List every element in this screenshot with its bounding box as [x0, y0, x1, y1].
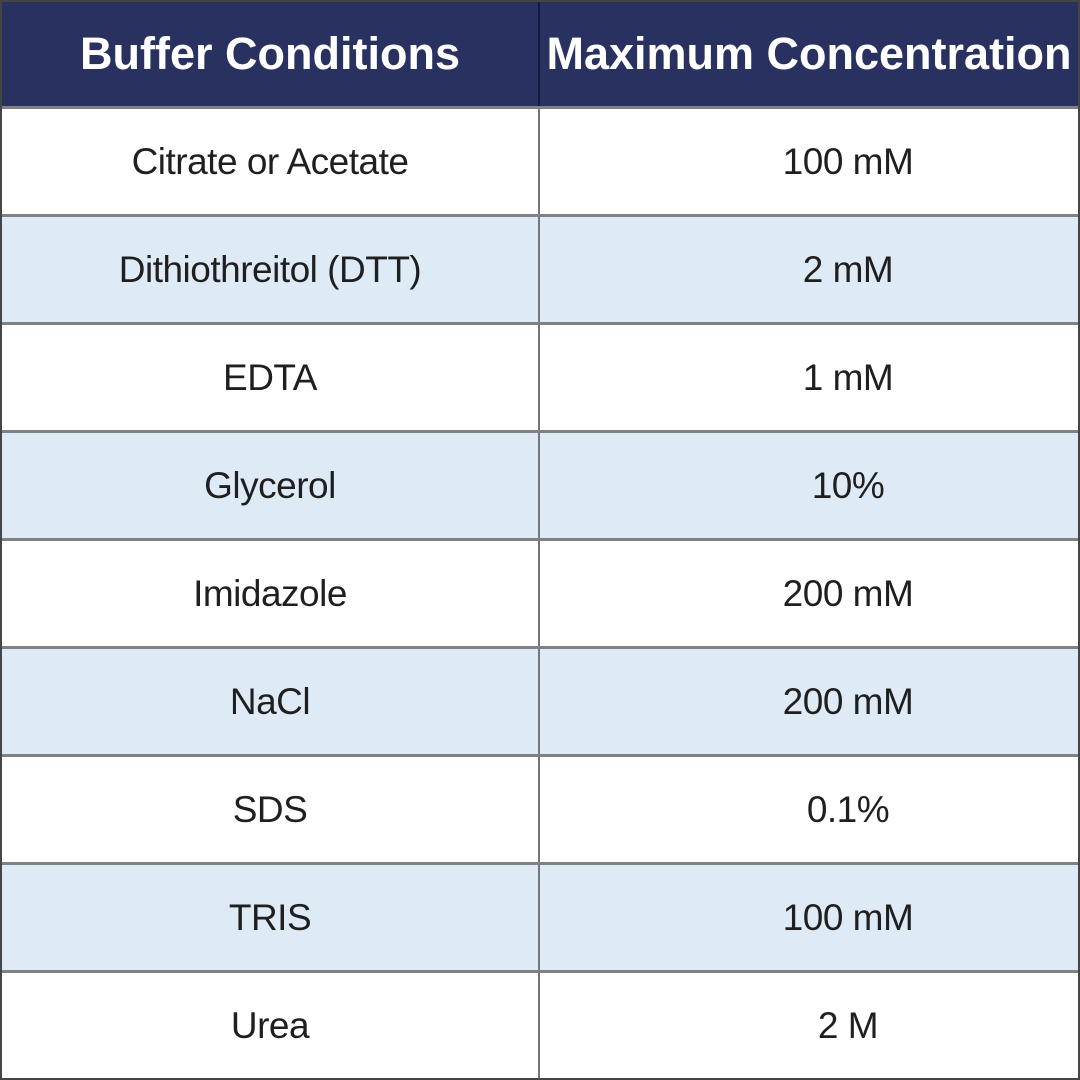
table-row: SDS 0.1%: [2, 754, 1078, 862]
buffer-condition-cell: NaCl: [2, 649, 540, 754]
table-row: NaCl 200 mM: [2, 646, 1078, 754]
column-header-buffer-conditions: Buffer Conditions: [2, 2, 540, 106]
buffer-condition-cell: Imidazole: [2, 541, 540, 646]
table-row: Dithiothreitol (DTT) 2 mM: [2, 214, 1078, 322]
buffer-condition-cell: EDTA: [2, 325, 540, 430]
buffer-condition-cell: Glycerol: [2, 433, 540, 538]
table-row: Glycerol 10%: [2, 430, 1078, 538]
max-concentration-cell: 100 mM: [782, 140, 914, 182]
table-header-row: Buffer Conditions Maximum Concentration: [2, 2, 1078, 106]
table-row: Citrate or Acetate 100 mM: [2, 106, 1078, 214]
table-row: EDTA 1 mM: [2, 322, 1078, 430]
buffer-condition-cell: Urea: [2, 973, 540, 1078]
column-header-label: Buffer Conditions: [80, 28, 460, 79]
max-concentration-cell: 0.1%: [806, 788, 890, 830]
max-concentration-cell: 100 mM: [782, 896, 914, 938]
max-concentration-cell: 10%: [811, 464, 885, 506]
table-row: Imidazole 200 mM: [2, 538, 1078, 646]
max-concentration-cell: 2 mM: [802, 248, 894, 290]
table-row: Urea 2 M: [2, 970, 1078, 1078]
max-concentration-cell: 2 M: [817, 1004, 879, 1046]
buffer-condition-cell: TRIS: [2, 865, 540, 970]
column-header-label: Maximum Concentration: [546, 28, 1072, 79]
table-row: TRIS 100 mM: [2, 862, 1078, 970]
buffer-condition-cell: SDS: [2, 757, 540, 862]
buffer-condition-cell: Dithiothreitol (DTT): [2, 217, 540, 322]
max-concentration-cell: 1 mM: [802, 356, 894, 398]
column-header-maximum-concentration: Maximum Concentration: [540, 2, 1078, 106]
buffer-condition-cell: Citrate or Acetate: [2, 109, 540, 214]
max-concentration-cell: 200 mM: [782, 680, 914, 722]
max-concentration-cell: 200 mM: [782, 572, 914, 614]
